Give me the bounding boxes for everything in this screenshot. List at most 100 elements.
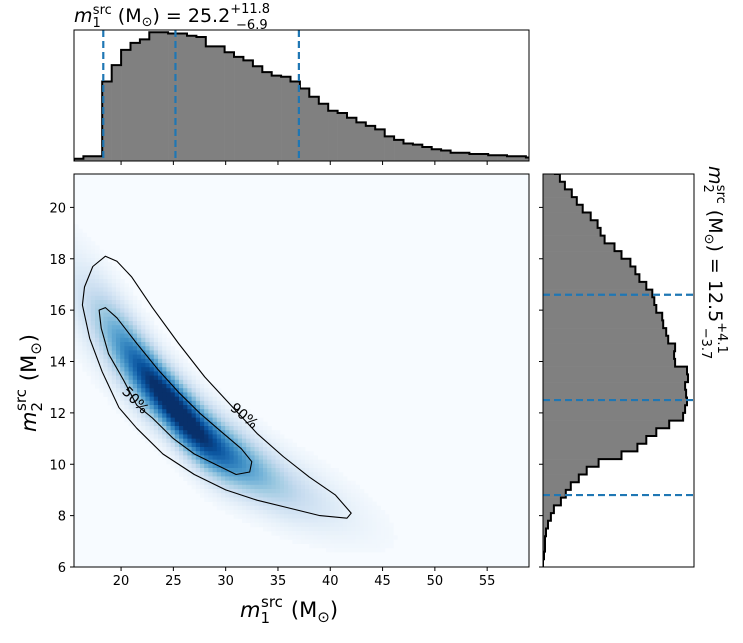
heatmap-cell — [111, 291, 117, 297]
heatmap-cell — [120, 300, 125, 305]
right-hist-bar — [543, 497, 561, 506]
heatmap-cell — [237, 472, 243, 477]
heatmap-cell — [107, 274, 113, 280]
heatmap-cell — [309, 463, 314, 469]
heatmap-cell — [137, 400, 142, 406]
heatmap-cell — [120, 346, 125, 351]
heatmap-cell — [225, 430, 230, 435]
heatmap-cell — [74, 342, 79, 347]
heatmap-cell — [275, 501, 281, 507]
right-hist-bar — [543, 474, 579, 483]
heatmap-cell — [246, 413, 251, 418]
heatmap-cell — [246, 468, 251, 473]
heatmap-cell — [267, 426, 272, 431]
top-hist-bar — [535, 157, 545, 161]
heatmap-cell — [250, 463, 255, 469]
top-hist-bar — [573, 159, 583, 161]
heatmap-cell — [326, 547, 331, 553]
heatmap-cell — [326, 476, 331, 481]
heatmap-cell — [279, 505, 285, 511]
heatmap-cell — [250, 455, 255, 460]
heatmap-cell — [170, 442, 176, 448]
heatmap-cell — [187, 447, 192, 452]
heatmap-cell — [351, 497, 356, 502]
heatmap-cell — [120, 287, 125, 292]
heatmap-cell — [187, 417, 192, 423]
heatmap-cell — [86, 354, 92, 360]
heatmap-cell — [216, 421, 222, 427]
heatmap-cell — [162, 358, 167, 364]
heatmap-cell — [86, 249, 92, 255]
heatmap-cell — [90, 266, 96, 271]
heatmap-cell — [120, 384, 125, 389]
heatmap-cell — [107, 316, 113, 322]
heatmap-cell — [355, 493, 360, 498]
heatmap-cell — [204, 434, 209, 439]
heatmap-cell — [326, 497, 331, 502]
heatmap-cell — [208, 484, 213, 490]
heatmap-cell — [242, 472, 247, 477]
heatmap-cell — [309, 489, 314, 494]
heatmap-cell — [183, 459, 188, 465]
heatmap-cell — [107, 270, 113, 276]
right-hist-bar — [543, 120, 544, 128]
heatmap-cell — [275, 484, 281, 490]
heatmap-cell — [183, 472, 188, 477]
heatmap-cell — [309, 468, 314, 473]
heatmap-cell — [338, 484, 344, 490]
right-hist-bar — [543, 227, 601, 236]
right-hist-bar — [543, 543, 545, 552]
heatmap-cell — [359, 547, 365, 553]
heatmap-cell — [317, 480, 323, 486]
heatmap-cell — [216, 409, 222, 414]
heatmap-cell — [229, 459, 234, 465]
heatmap-cell — [246, 476, 251, 481]
heatmap-cell — [166, 442, 171, 448]
heatmap-cell — [82, 358, 87, 364]
heatmap-cell — [191, 421, 197, 427]
top-hist-bar — [478, 153, 489, 161]
heatmap-cell — [116, 358, 121, 364]
heatmap-cell — [116, 300, 121, 305]
heatmap-cell — [162, 350, 167, 355]
heatmap-cell — [292, 489, 297, 494]
heatmap-cell — [216, 480, 222, 486]
right-hist-bar — [543, 112, 544, 120]
heatmap-cell — [124, 295, 129, 301]
heatmap-cell — [250, 501, 255, 507]
heatmap-cell — [145, 405, 150, 410]
heatmap-cell — [351, 518, 356, 523]
heatmap-cell — [141, 434, 146, 439]
heatmap-cell — [74, 241, 79, 246]
heatmap-cell — [179, 459, 184, 465]
heatmap-cell — [95, 346, 100, 351]
heatmap-cell — [90, 333, 96, 339]
heatmap-cell — [330, 543, 335, 549]
heatmap-cell — [225, 421, 230, 427]
heatmap-cell — [368, 539, 373, 544]
heatmap-cell — [305, 480, 310, 486]
heatmap-cell — [158, 447, 163, 452]
heatmap-cell — [141, 321, 146, 326]
heatmap-cell — [351, 480, 356, 486]
heatmap-cell — [376, 547, 381, 553]
heatmap-cell — [208, 396, 213, 402]
heatmap-cell — [174, 468, 180, 473]
heatmap-cell — [183, 455, 188, 460]
heatmap-cell — [149, 405, 155, 410]
heatmap-cell — [82, 274, 87, 280]
heatmap-cell — [372, 514, 377, 519]
heatmap-cell — [153, 371, 159, 376]
heatmap-cell — [166, 409, 171, 414]
heatmap-cell — [246, 501, 251, 507]
heatmap-cell — [107, 363, 113, 368]
heatmap-cell — [86, 316, 92, 322]
heatmap-cell — [166, 363, 171, 368]
right-hist-outline — [543, 174, 689, 567]
heatmap-cell — [321, 497, 327, 502]
heatmap-cell — [174, 451, 180, 456]
heatmap-cell — [330, 535, 335, 540]
heatmap-cell — [263, 472, 268, 477]
heatmap-cell — [275, 531, 281, 536]
heatmap-cell — [229, 430, 234, 435]
